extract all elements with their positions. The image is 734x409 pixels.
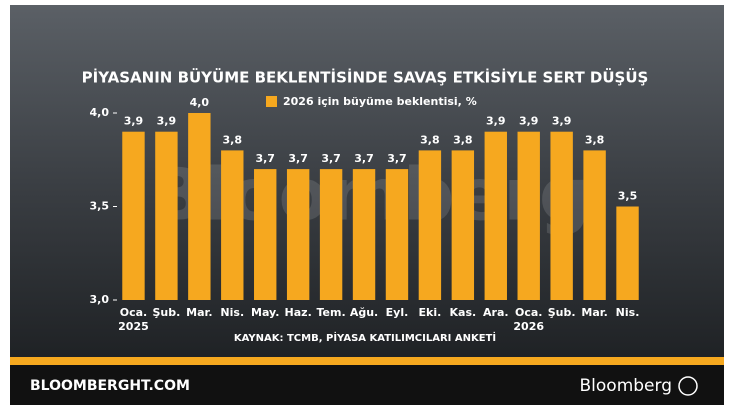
y-tick-label: 3,0: [90, 293, 110, 306]
value-label: 4,0: [190, 96, 210, 109]
bar: [254, 169, 276, 300]
value-label: 3,5: [618, 190, 638, 203]
x-tick-label: Tem.: [317, 306, 346, 319]
x-year-label: 2026: [513, 320, 544, 333]
bar: [485, 132, 507, 300]
bar: [386, 169, 408, 300]
bar: [221, 150, 243, 300]
x-tick-label: Oca.: [515, 306, 542, 319]
x-year-label: 2025: [118, 320, 149, 333]
x-tick-label: Eyl.: [386, 306, 409, 319]
x-tick-label: Şub.: [153, 306, 181, 319]
x-tick-label: Nis.: [220, 306, 244, 319]
legend-swatch: [266, 96, 277, 107]
value-label: 3,7: [387, 152, 407, 165]
x-tick-label: Mar.: [581, 306, 607, 319]
value-label: 3,9: [124, 115, 144, 128]
value-label: 3,8: [585, 133, 605, 146]
bar: [583, 150, 605, 300]
legend-label: 2026 için büyüme beklentisi, %: [283, 95, 477, 108]
x-tick-label: Kas.: [450, 306, 477, 319]
value-label: 3,8: [223, 133, 243, 146]
chart: Bloomberg PİYASANIN BÜYÜME BEKLENTİSİNDE…: [0, 0, 734, 405]
x-tick-label: Ağu.: [350, 306, 378, 319]
y-tick-label: 4,0: [90, 106, 110, 119]
value-label: 3,7: [321, 152, 341, 165]
bar: [353, 169, 375, 300]
value-label: 3,8: [453, 133, 473, 146]
bar: [287, 169, 309, 300]
x-tick-label: Haz.: [285, 306, 312, 319]
bar: [188, 113, 210, 300]
footer-brand: Bloomberg: [580, 376, 672, 396]
bar: [155, 132, 177, 300]
bar: [419, 150, 441, 300]
x-tick-label: Ara.: [483, 306, 509, 319]
chart-title: PİYASANIN BÜYÜME BEKLENTİSİNDE SAVAŞ ETK…: [82, 68, 649, 87]
x-tick-label: Oca.: [120, 306, 147, 319]
x-tick-label: Şub.: [548, 306, 576, 319]
value-label: 3,9: [157, 115, 177, 128]
value-label: 3,9: [519, 115, 539, 128]
x-tick-label: May.: [251, 306, 279, 319]
x-tick-label: Nis.: [616, 306, 640, 319]
source: KAYNAK: TCMB, PİYASA KATILIMCILARI ANKET…: [234, 330, 496, 344]
bar: [452, 150, 474, 300]
value-label: 3,8: [420, 133, 440, 146]
x-tick-label: Eki.: [419, 306, 442, 319]
page: Bloomberg PİYASANIN BÜYÜME BEKLENTİSİNDE…: [0, 0, 734, 405]
bar: [616, 207, 638, 301]
accent-stripe: [10, 357, 724, 365]
bar: [122, 132, 144, 300]
value-label: 3,9: [552, 115, 572, 128]
value-label: 3,7: [354, 152, 374, 165]
value-label: 3,7: [288, 152, 308, 165]
bar: [320, 169, 342, 300]
bar: [518, 132, 540, 300]
bar: [550, 132, 572, 300]
value-label: 3,9: [486, 115, 506, 128]
y-tick-label: 3,5: [90, 200, 110, 213]
footer-site: BLOOMBERGHT.COM: [30, 378, 190, 394]
value-label: 3,7: [255, 152, 275, 165]
x-tick-label: Mar.: [186, 306, 212, 319]
